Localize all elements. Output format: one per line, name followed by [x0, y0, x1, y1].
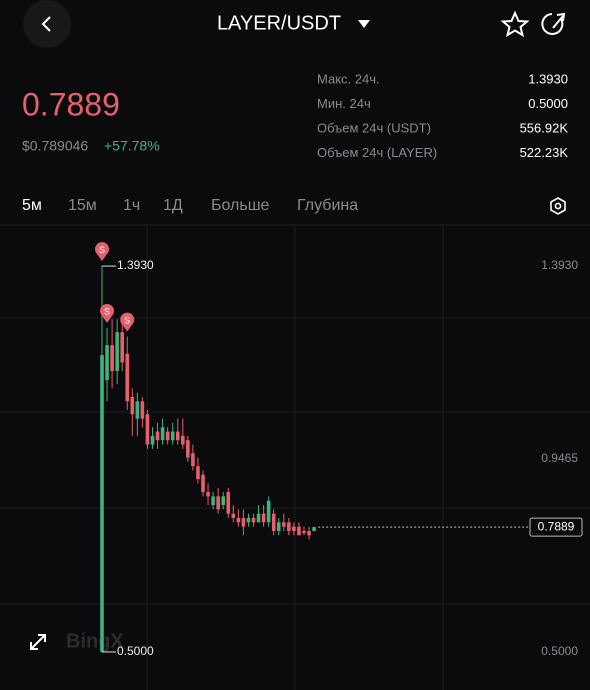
signal-label: S: [124, 315, 130, 325]
stat-label: Объем 24ч (USDT): [317, 120, 431, 135]
candle-body: [100, 355, 104, 652]
candle-body: [266, 500, 271, 523]
stat-label: Мин. 24ч: [317, 96, 371, 111]
candle-body: [282, 522, 286, 527]
y-tick-label: 0.9465: [541, 451, 578, 465]
tab[interactable]: 15м: [68, 197, 97, 214]
watermark: BingX: [66, 630, 124, 652]
candle-body: [191, 453, 195, 467]
tab[interactable]: Больше: [211, 197, 270, 214]
candle-body: [246, 518, 251, 523]
candle-body: [170, 431, 175, 441]
y-tick-label: 1.3930: [541, 258, 578, 272]
candle-body: [302, 530, 306, 534]
annotation-label: 0.5000: [117, 644, 154, 658]
candle-body: [271, 513, 276, 531]
signal-pin: [95, 242, 109, 262]
candle-body: [287, 522, 291, 531]
pair-title[interactable]: LAYER/USDT: [217, 12, 341, 34]
stats: Макс. 24ч. 1.3930 Мин. 24ч 0.5000 Объем 24ч …: [317, 71, 568, 160]
tab[interactable]: 1Д: [163, 197, 183, 214]
candle-body: [140, 401, 145, 419]
candle-body: [110, 345, 114, 372]
signal-label: S: [104, 307, 110, 317]
tab[interactable]: Глубина: [297, 197, 358, 214]
candle-body: [216, 496, 220, 510]
candle-body: [120, 332, 124, 363]
signal-label: S: [99, 245, 105, 255]
candle-body: [292, 526, 296, 531]
stat-value: 1.3930: [528, 71, 568, 86]
candle-body: [125, 353, 130, 402]
candle-body: [115, 332, 119, 372]
candle-body: [221, 496, 225, 506]
candle-body: [186, 440, 190, 458]
tab[interactable]: 5м: [22, 197, 42, 214]
stat-value: 556.92K: [520, 120, 569, 135]
timeframe-tabs: 5м 15м 1ч 1Д Больше Глубина: [22, 197, 358, 214]
usd-price: $0.789046: [22, 138, 88, 154]
candle-body: [160, 427, 165, 441]
candle-body: [105, 345, 109, 381]
stat-label: Объем 24ч (LAYER): [317, 145, 437, 160]
candle-body: [130, 396, 135, 415]
candle-body: [276, 522, 281, 531]
candle-body: [256, 513, 261, 523]
back-button[interactable]: [23, 0, 71, 48]
stat-label: Макс. 24ч.: [317, 71, 380, 86]
dropdown-icon[interactable]: [358, 20, 370, 28]
candle-body: [231, 513, 236, 519]
fullscreen-icon[interactable]: [30, 634, 46, 650]
candle-body: [307, 530, 311, 536]
candle-body: [211, 496, 215, 506]
candle-body: [261, 513, 266, 523]
share-icon[interactable]: [541, 12, 566, 35]
candle-body: [155, 431, 160, 441]
candle-body: [201, 474, 205, 493]
last-price: 0.7889: [22, 86, 120, 122]
candlestick-chart: 1.39300.94650.5000BingX1.39300.5000SSS0.…: [0, 242, 590, 658]
signal-pin: [120, 312, 135, 332]
candle-body: [312, 527, 316, 531]
annotation-label: 1.3930: [117, 258, 154, 272]
candle-body: [165, 431, 170, 441]
candle-body: [196, 466, 200, 480]
last-price-box: [529, 517, 583, 537]
favorite-icon[interactable]: [500, 10, 530, 38]
candle-body: [251, 518, 256, 523]
candle-body: [175, 431, 180, 441]
last-price-label: 0.7889: [538, 519, 575, 533]
price-change: +57.78%: [104, 138, 160, 154]
candle-body: [226, 492, 231, 514]
candle-body: [150, 435, 155, 445]
tab[interactable]: 1ч: [123, 197, 140, 214]
candle-body: [236, 518, 241, 523]
candle-body: [181, 435, 185, 445]
candle-body: [297, 526, 301, 536]
stat-value: 522.23K: [520, 145, 569, 160]
candle-body: [241, 518, 246, 527]
candle-body: [206, 492, 210, 497]
candle-body: [135, 401, 140, 419]
stat-value: 0.5000: [528, 96, 568, 111]
candle-body: [145, 414, 150, 445]
y-tick-label: 0.5000: [541, 644, 578, 658]
signal-pin: [100, 303, 115, 323]
settings-icon[interactable]: [550, 197, 566, 215]
